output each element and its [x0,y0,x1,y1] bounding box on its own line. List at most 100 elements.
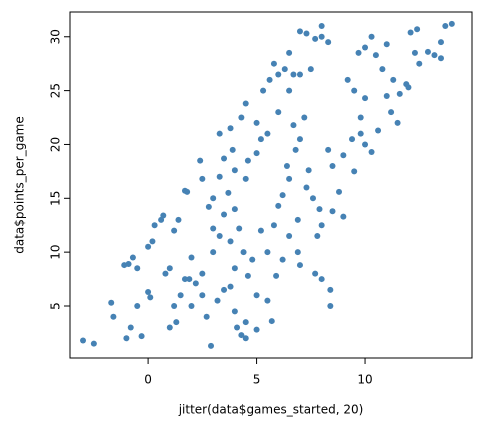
point [171,302,178,309]
point [368,33,375,40]
point [173,319,180,326]
point [210,249,217,256]
point [149,238,156,245]
point [205,203,212,210]
point [208,342,215,349]
point [301,114,308,121]
point [268,318,275,325]
point [388,109,395,116]
point [368,148,375,155]
point [307,66,314,73]
point [186,276,193,283]
point [129,254,136,261]
point [210,225,217,232]
point [225,189,232,196]
point [234,324,241,331]
y-tick-label: 15 [49,191,63,206]
point [266,76,273,83]
point [199,175,206,182]
point [424,48,431,55]
point [134,265,141,272]
point [303,30,310,37]
point [383,41,390,48]
point [411,49,418,56]
point [448,20,455,27]
point [184,188,191,195]
point [244,157,251,164]
point [405,84,412,91]
point [279,192,286,199]
point [227,125,234,132]
point [357,130,364,137]
point [188,254,195,261]
point [175,216,182,223]
point [231,206,238,213]
point [303,184,310,191]
point [362,95,369,102]
point [318,33,325,40]
point [296,262,303,269]
point [188,302,195,309]
point [437,39,444,46]
point [357,114,364,121]
point [275,109,282,116]
point [340,213,347,220]
point [362,141,369,148]
point [312,270,319,277]
point [314,232,321,239]
point [181,276,188,283]
point [416,60,423,67]
point [242,319,249,326]
point [286,87,293,94]
point [264,297,271,304]
point [231,167,238,174]
point [138,333,145,340]
point [286,175,293,182]
point [292,146,299,153]
point [305,167,312,174]
point [325,146,332,153]
point [351,168,358,175]
point [145,243,152,250]
point [199,270,206,277]
point [231,265,238,272]
point [327,302,334,309]
point [192,280,199,287]
point [197,157,204,164]
point [344,76,351,83]
point [270,222,277,229]
point [316,206,323,213]
point [336,188,343,195]
point [340,152,347,159]
point [151,222,158,229]
point [264,249,271,256]
point [260,87,267,94]
point [110,313,117,320]
point [349,136,356,143]
point [242,335,249,342]
point [362,44,369,51]
point [329,162,336,169]
point [253,326,260,333]
point [318,222,325,229]
point [238,114,245,121]
point [394,119,401,126]
point [329,208,336,215]
point [375,127,382,134]
point [372,52,379,59]
y-tick-label: 25 [49,83,63,98]
point [296,71,303,78]
point [351,87,358,94]
point [396,90,403,97]
x-tick-label: 0 [144,373,152,387]
point [273,272,280,279]
point [309,195,316,202]
point [216,173,223,180]
point [270,60,277,67]
point [236,225,243,232]
point [249,256,256,263]
point [199,292,206,299]
point [171,227,178,234]
point [257,136,264,143]
point [294,249,301,256]
